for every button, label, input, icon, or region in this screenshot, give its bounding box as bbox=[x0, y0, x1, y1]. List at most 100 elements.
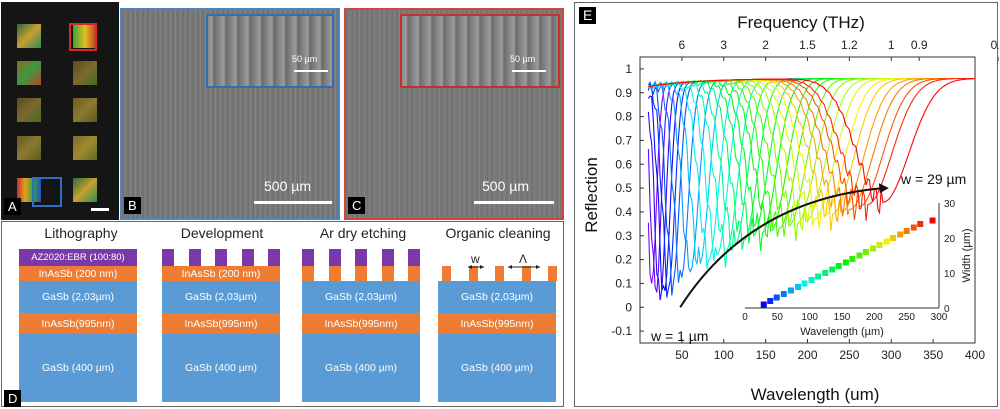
inset-x-tick-label: 100 bbox=[801, 312, 818, 323]
inset-point bbox=[890, 235, 897, 241]
resist-block bbox=[268, 249, 280, 266]
layer-gasb-mid: GaSb (2,03µm) bbox=[19, 281, 137, 313]
resist-block bbox=[162, 249, 174, 266]
annotation-w1: w = 1 µm bbox=[650, 328, 708, 344]
inset-x-tick-label: 50 bbox=[772, 312, 784, 323]
sample-square bbox=[73, 61, 97, 85]
sem-inset-c: 50 µm bbox=[400, 14, 560, 88]
inset-point bbox=[862, 249, 869, 255]
panel-b-sem: 50 µm 500 µm B bbox=[120, 8, 340, 220]
top-tick-label: 1.2 bbox=[841, 38, 858, 52]
panel-e-chart: E Frequency (THz) Wavelength (um) Reflec… bbox=[574, 2, 999, 407]
inset-x-tick-label: 150 bbox=[834, 312, 851, 323]
y-tick-label: 0.9 bbox=[615, 86, 632, 100]
y-tick-label: 0.8 bbox=[615, 110, 632, 124]
sample-square bbox=[17, 61, 41, 85]
layer-gasb-mid: GaSb (2,03µm) bbox=[438, 281, 556, 313]
inassb-ridge bbox=[495, 266, 504, 281]
inset-point bbox=[897, 231, 904, 238]
x-tick-label: 300 bbox=[881, 348, 901, 362]
panel-a-photo: A bbox=[1, 2, 119, 220]
arrow-shaft bbox=[679, 187, 883, 308]
panel-c-sem: 50 µm 500 µm C bbox=[344, 8, 564, 220]
inset-y-tick-label: 30 bbox=[944, 199, 956, 210]
scale-label-c: 500 µm bbox=[482, 178, 529, 194]
inset-y-tick-label: 10 bbox=[944, 269, 956, 280]
scale-bar-b bbox=[254, 201, 332, 204]
x-tick-label: 400 bbox=[965, 348, 985, 362]
panel-label-b: B bbox=[124, 197, 141, 214]
inset-x-tick-label: 200 bbox=[866, 312, 883, 323]
inset-point bbox=[767, 298, 774, 304]
top-tick-label: 0.7 bbox=[991, 38, 999, 52]
layer-gasb-substrate: GaSb (400 µm) bbox=[162, 334, 280, 402]
top-axis-title: Frequency (THz) bbox=[737, 13, 865, 32]
top-tick-label: 1 bbox=[888, 38, 895, 52]
resist-block bbox=[215, 249, 227, 266]
resist-block bbox=[408, 249, 420, 266]
stage-title-lithography: Lithography bbox=[44, 225, 118, 241]
inset-point bbox=[849, 256, 856, 262]
highlight-box-blue bbox=[32, 177, 62, 207]
inset-point bbox=[808, 277, 815, 283]
inset-point bbox=[787, 287, 794, 294]
layer-inassb-mid: InAsSb(995nm) bbox=[438, 313, 556, 334]
x-tick-label: 200 bbox=[797, 348, 817, 362]
top-tick-label: 2 bbox=[762, 38, 769, 52]
inset-point bbox=[903, 228, 910, 234]
inset-point bbox=[822, 270, 829, 276]
y-tick-label: 0.6 bbox=[615, 157, 632, 171]
inset-point bbox=[883, 238, 890, 245]
panel-label-d: D bbox=[4, 390, 22, 407]
inassb-ridge bbox=[302, 266, 314, 281]
sample-square bbox=[73, 178, 97, 202]
layer-gasb-substrate: GaSb (400 µm) bbox=[302, 334, 420, 402]
inset-x-tick-label: 0 bbox=[742, 312, 748, 323]
sample-square bbox=[17, 136, 41, 160]
stage-title-dry-etching: Ar dry etching bbox=[319, 225, 407, 241]
x-tick-label: 350 bbox=[923, 348, 943, 362]
resist-block bbox=[355, 249, 367, 266]
sample-square bbox=[17, 98, 41, 122]
inassb-ridge bbox=[408, 266, 420, 281]
inset-point bbox=[917, 221, 924, 227]
y-tick-label: 0.3 bbox=[615, 229, 632, 243]
inset-point bbox=[780, 291, 787, 297]
sample-square bbox=[73, 24, 97, 48]
inassb-ridge bbox=[548, 266, 557, 281]
stage-title-organic-cleaning: Organic cleaning bbox=[445, 225, 551, 241]
panel-d-process: Lithography Development Ar dry etching O… bbox=[1, 221, 564, 407]
layer-gasb-substrate: GaSb (400 µm) bbox=[19, 334, 137, 402]
resist-block bbox=[302, 249, 314, 266]
top-tick-label: 0.9 bbox=[911, 38, 928, 52]
layer-inassb-mid: InAsSb(995nm) bbox=[302, 313, 420, 334]
inassb-ridge bbox=[468, 266, 478, 281]
y-axis-title: Reflection bbox=[582, 157, 601, 233]
inset-point bbox=[815, 273, 822, 280]
layer-gasb-mid: GaSb (2,03µm) bbox=[162, 281, 280, 313]
panel-label-e: E bbox=[579, 7, 597, 24]
sample-square bbox=[73, 98, 97, 122]
x-axis-title: Wavelength (um) bbox=[751, 385, 880, 404]
panel-label-a: A bbox=[4, 198, 21, 215]
top-tick-label: 6 bbox=[679, 38, 686, 52]
sem-inset-b: 50 µm bbox=[206, 14, 334, 88]
inset-point bbox=[929, 217, 936, 224]
inset-point bbox=[842, 259, 849, 266]
inset-point bbox=[801, 280, 808, 287]
panel-label-c: C bbox=[348, 197, 366, 214]
inset-scale-label: 50 µm bbox=[510, 54, 536, 64]
scale-bar bbox=[91, 208, 109, 211]
layer-inassb-top: InAsSb (200 nm) bbox=[19, 266, 137, 281]
y-tick-label: 1 bbox=[625, 62, 632, 76]
y-tick-label: 0.5 bbox=[615, 181, 632, 195]
inset-y-axis-title: Width (µm) bbox=[961, 228, 973, 282]
inset-point bbox=[760, 301, 767, 308]
inassb-ridge bbox=[328, 266, 341, 281]
inset-point bbox=[829, 266, 836, 273]
scale-label-b: 500 µm bbox=[264, 178, 311, 194]
inset-point bbox=[910, 224, 917, 231]
layer-inassb-mid: InAsSb(995nm) bbox=[19, 313, 137, 334]
width-annotation: w bbox=[471, 252, 480, 266]
